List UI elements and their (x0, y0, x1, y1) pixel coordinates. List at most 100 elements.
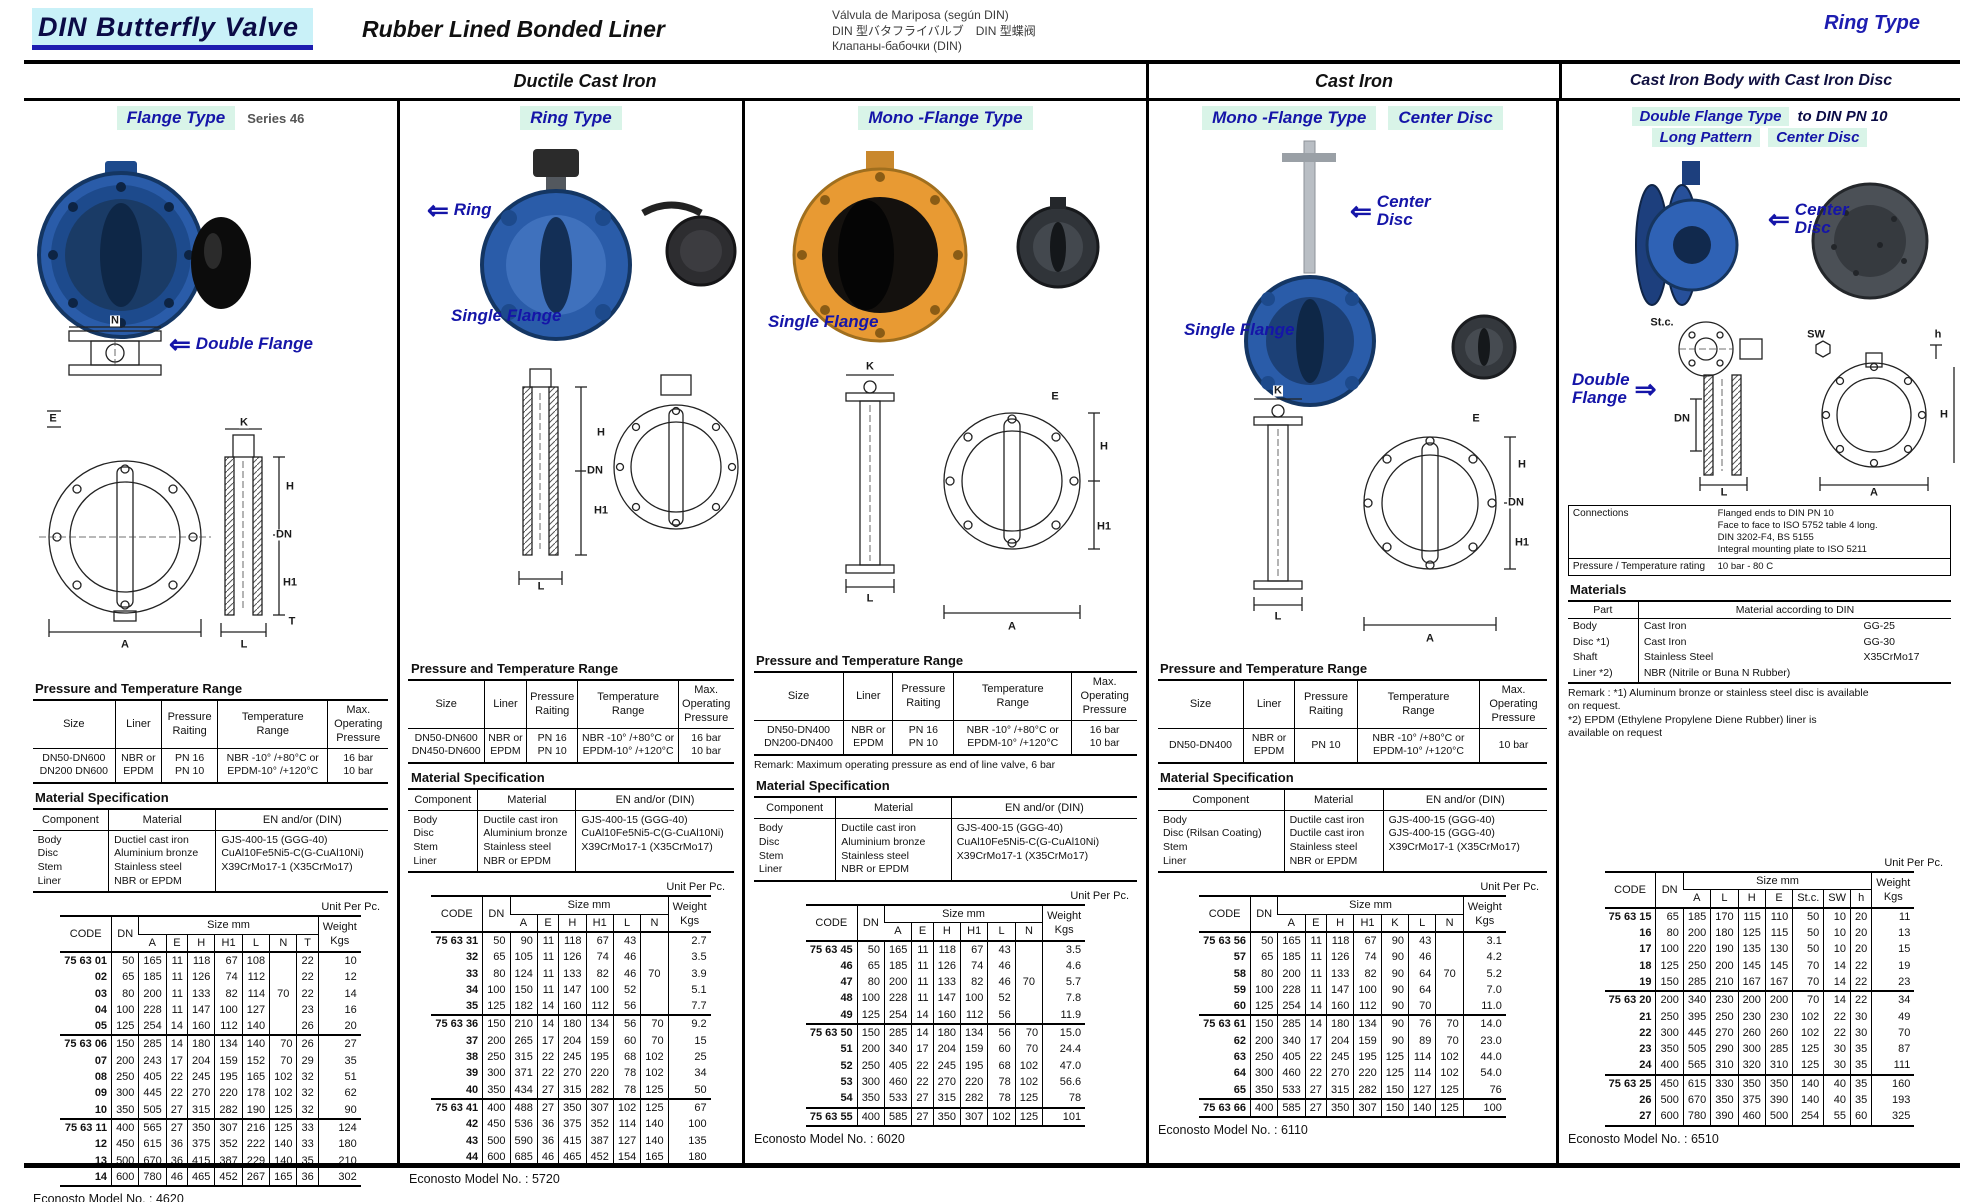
pt-cell: NBR or EPDM (114, 748, 162, 783)
dim-label-H1: H1 (1095, 520, 1113, 533)
table-row: 75 63 36 150 210 14 180 134 56 70 9.2 (431, 1015, 711, 1033)
size-cell: 200 (1277, 965, 1306, 982)
size-cell: 200 (1682, 925, 1711, 942)
size-cell: 100 (214, 1001, 243, 1019)
size-cell: 74 (214, 969, 243, 986)
pt-header-cell: Max. Operating Pressure (327, 700, 389, 750)
size-cell: 140 (241, 1018, 270, 1036)
size-cell: 228 (884, 990, 912, 1007)
ms-header-cell: Material (477, 788, 576, 811)
table-row: 16 80 200 180 125 115 50 10 20 13 (1605, 925, 1915, 942)
size-cell: 180 (932, 1024, 961, 1042)
column-mono-flange-type: Mono -Flange Type (742, 101, 1146, 1163)
size-cell: 230 (1737, 1008, 1766, 1025)
dn-cell: 150 (111, 1035, 139, 1053)
dim-label-H: H (1099, 440, 1109, 453)
dimension-table-container: CODE DN Size mm Weight Kgs A L H E St.c. SW h 75 63… (1564, 871, 1955, 1127)
ms-table-container: Component Material EN and/or (DIN) Body Dis… (750, 796, 1141, 882)
table-row: 38 250 315 22 245 195 68 102 25 (431, 1049, 711, 1066)
size-cell: 180 (558, 1015, 587, 1033)
single-flange-annotation: Single Flange (1184, 320, 1295, 339)
size-cell: 270 (558, 1065, 587, 1082)
material-din-header: Material according to DIN (1637, 601, 1952, 619)
size-cell: 228 (1277, 981, 1306, 999)
size-cell: 375 (187, 1136, 215, 1153)
table-row: Body Cast Iron GG-25 (1568, 618, 1951, 635)
size-cell: 114 (241, 985, 270, 1002)
size-cell: 68 (612, 1049, 641, 1066)
size-cell: 350 (1737, 1074, 1766, 1092)
weight-cell: 16 (317, 1001, 361, 1019)
dn-cell: 600 (1655, 1108, 1684, 1126)
size-cell: 415 (558, 1132, 587, 1149)
dn-cell: 125 (856, 1006, 885, 1025)
ms-cell: Body Disc Stem Liner (413, 813, 438, 867)
weight-cell: 4.2 (1462, 949, 1506, 966)
size-cell: 195 (214, 1069, 243, 1086)
size-cell: 20 (1850, 941, 1872, 958)
size-cell: 22 (911, 1057, 934, 1074)
material-specification-table: Component Material EN and/or (DIN) Body Dis… (1157, 787, 1548, 874)
size-cell: 56 (612, 998, 641, 1016)
unit-per-pc: Unit Per Pc. (666, 881, 725, 894)
size-cell: 125 (1435, 1081, 1464, 1099)
materials-title: Materials (1570, 582, 1627, 597)
merged-cell: 70 (269, 951, 297, 1036)
size-cell: 70 (1435, 1015, 1464, 1033)
size-cell: 22 (165, 1069, 188, 1086)
code-cell: 26 (1639, 1093, 1652, 1106)
type-chip: Mono -Flange Type (858, 106, 1033, 130)
size-cell: 68 (987, 1057, 1016, 1074)
dn-cell: 65 (111, 969, 139, 986)
size-cell: 52 (612, 981, 641, 999)
dimension-table: CODE DN Size mm Weight Kgs A E H H1 K L N 75 63 56 5… (1199, 895, 1506, 1119)
size-cell: 315 (509, 1049, 538, 1066)
size-cell: 500 (1764, 1108, 1793, 1126)
size-cell: 165 (640, 1148, 669, 1167)
size-cell: 159 (960, 1041, 988, 1058)
code-group: 75 63 41 400 488 27 350 307 102 125 67 42 450 536 36… (431, 1098, 711, 1167)
pt-table-container: Size Liner Pressure Raiting Temperature Ran… (29, 699, 392, 784)
size-cell: 190 (1710, 941, 1739, 958)
size-cell: 685 (509, 1148, 538, 1167)
code-cell: 44 (465, 1150, 479, 1163)
weight-cell: 160 (1871, 1074, 1915, 1092)
size-cell: 112 (1353, 998, 1382, 1016)
pt-cell: NBR -10° /+80°C or EPDM-10° /+120°C (217, 748, 328, 783)
dimension-table: CODE DN Size mm Weight Kgs A E H H1 L N T 75 63 01 5… (60, 915, 361, 1188)
size-cell: 70 (640, 1032, 669, 1050)
ms-title: Material Specification (756, 778, 890, 794)
size-cell: 210 (509, 1015, 538, 1033)
size-cell: 102 (1792, 1008, 1824, 1025)
column-ring-type: Ring Type (397, 101, 742, 1186)
size-cell: 100 (960, 990, 988, 1007)
size-cell: 145 (1737, 957, 1766, 974)
table-row: Connections Flanged ends to DIN PN 10 Fac… (1568, 506, 1950, 559)
ms-cell: Ductile cast iron Ductile cast iron Stai… (1283, 810, 1384, 873)
dn-cell: 200 (111, 1052, 139, 1070)
size-cell: 27 (911, 1090, 934, 1108)
size-cell: 102 (1792, 1024, 1824, 1042)
size-cell: 11 (911, 957, 934, 975)
pt-title: Pressure and Temperature Range (35, 681, 243, 696)
size-cell: 267 (241, 1168, 270, 1187)
size-cell: 102 (1014, 1057, 1043, 1074)
size-cell: 185 (884, 957, 912, 975)
table-row: 63 250 405 22 245 195 125 114 102 44.0 (1199, 1049, 1506, 1066)
size-cell: 265 (509, 1032, 538, 1050)
size-cell: 50 (1792, 907, 1824, 926)
pt-header-cell: Liner (843, 672, 893, 722)
weight-cell: 34 (667, 1065, 711, 1082)
size-cell: 30 (1850, 1008, 1872, 1025)
size-cell: 180 (187, 1035, 215, 1053)
size-cell: 90 (1380, 981, 1409, 999)
size-cell: 35 (1850, 1074, 1872, 1092)
size-cell: 165 (138, 951, 167, 970)
column-double-flange-type: Double Flange Type to DIN PN 10 Long Pat… (1556, 101, 1960, 1163)
size-col-header: E (1764, 889, 1793, 909)
size-cell: 125 (1014, 1090, 1043, 1108)
size-col-header: H (187, 934, 215, 953)
size-cell: 11 (165, 969, 188, 986)
pressure-temperature-table: Size Liner Pressure Raiting Temperature Ran… (408, 679, 734, 764)
code-cell: 75 63 15 (1608, 910, 1652, 923)
